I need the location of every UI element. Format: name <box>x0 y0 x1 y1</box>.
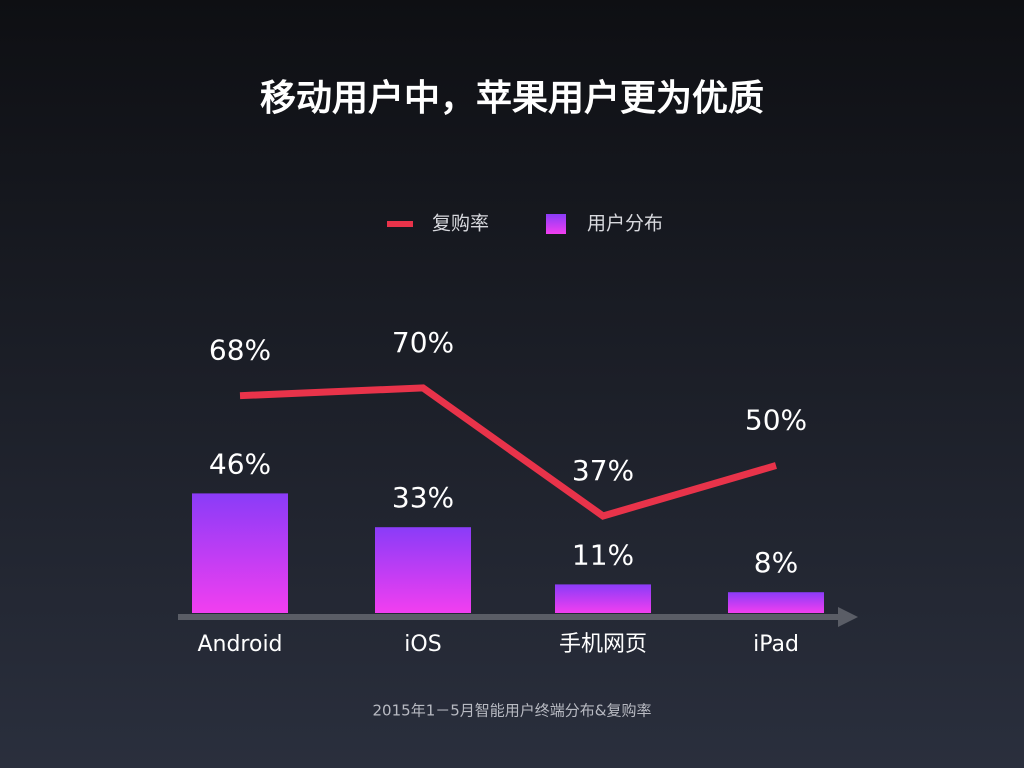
line <box>239 384 777 520</box>
x-tick-label: 手机网页 <box>559 632 647 657</box>
axis-arrow <box>838 607 858 627</box>
bar <box>375 527 471 613</box>
data-label: 33% <box>392 481 454 514</box>
data-label: 46% <box>209 447 271 480</box>
data-label: 70% <box>392 326 454 359</box>
bar <box>192 493 288 613</box>
bar <box>555 584 651 613</box>
data-label: 50% <box>745 404 807 437</box>
legend-swatch <box>546 214 566 234</box>
data-label: 8% <box>754 546 798 579</box>
x-tick-label: iOS <box>404 632 441 657</box>
data-label: 68% <box>209 334 271 367</box>
chart-title: 移动用户中，苹果用户更为优质 <box>260 78 764 119</box>
legend-label: 复购率 <box>432 213 489 235</box>
bar <box>728 592 824 613</box>
legend-label: 用户分布 <box>587 213 663 235</box>
x-tick-label: iPad <box>753 632 799 657</box>
data-label: 37% <box>572 454 634 487</box>
caption: 2015年1－5月智能用户终端分布&复购率 <box>373 702 652 720</box>
x-tick-label: Android <box>197 632 282 657</box>
data-label: 11% <box>572 538 634 571</box>
